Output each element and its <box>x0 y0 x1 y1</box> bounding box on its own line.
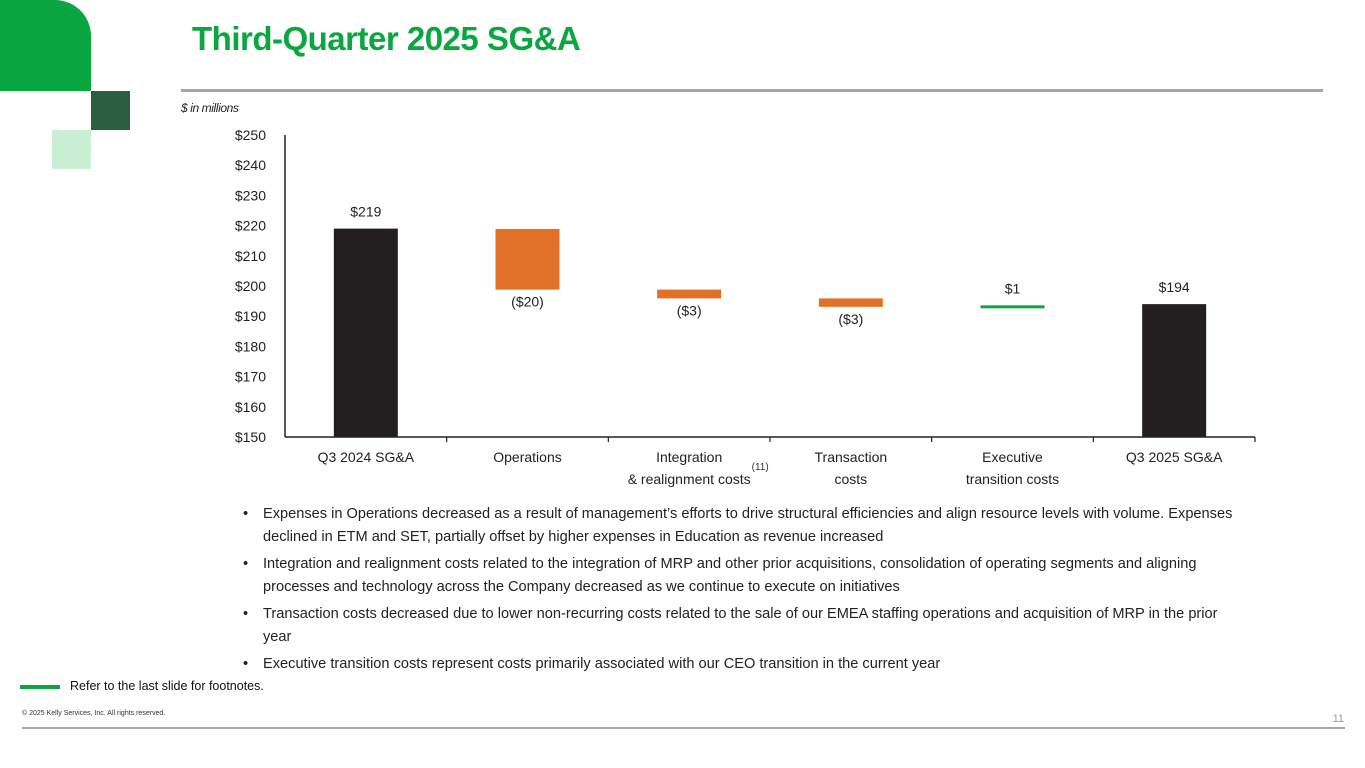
y-axis: $150 $160 $170 $180 $190 $200 $210 $220 $230 $240… <box>235 127 286 445</box>
category-label: transition costs <box>966 471 1059 487</box>
y-tick-label: $240 <box>235 157 266 173</box>
bar-value-label: ($20) <box>511 294 544 310</box>
bar-total <box>333 228 398 437</box>
bar-value-label: ($3) <box>677 302 702 318</box>
footnote-marker <box>20 685 60 689</box>
y-tick-label: $150 <box>235 429 266 445</box>
bullet-integration: Integration and realignment costs relate… <box>243 553 1233 599</box>
y-tick-label: $160 <box>235 399 266 415</box>
sga-waterfall-chart: $150 $160 $170 $180 $190 $200 $210 $220 $230 $240… <box>235 127 1256 487</box>
page-number: 11 <box>1332 713 1344 725</box>
bar-decrease <box>495 228 560 290</box>
bullet-executive-transition: Executive transition costs represent cos… <box>243 653 1233 676</box>
brand-light-green-square <box>52 130 91 169</box>
y-tick-label: $180 <box>235 338 266 354</box>
units-note: $ in millions <box>181 101 239 115</box>
chart-bars <box>333 228 1207 437</box>
y-tick-label: $190 <box>235 308 266 324</box>
title-divider <box>181 89 1323 92</box>
category-label: Integration <box>656 449 722 465</box>
page-title: Third-Quarter 2025 SG&A <box>192 20 581 57</box>
category-label: Executive <box>982 449 1043 465</box>
y-tick-label: $230 <box>235 187 266 203</box>
category-label: & realignment costs <box>628 471 751 487</box>
category-label: costs <box>834 471 867 487</box>
bar-decrease <box>657 289 722 299</box>
bar-decrease <box>818 298 883 307</box>
chart-category-labels: Q3 2024 SG&A Operations Integration & reali… <box>318 449 1223 487</box>
y-tick-label: $210 <box>235 248 266 264</box>
x-axis <box>285 436 1256 442</box>
footnote-superscript: (11) <box>752 462 769 473</box>
bar-value-label: $1 <box>1005 280 1021 296</box>
bar-total <box>1142 304 1207 437</box>
bar-increase <box>980 305 1045 309</box>
category-label: Operations <box>493 449 561 465</box>
y-tick-label: $170 <box>235 369 266 385</box>
bar-value-label: $194 <box>1159 279 1190 295</box>
y-tick-label: $220 <box>235 218 266 234</box>
y-tick-label: $200 <box>235 278 266 294</box>
commentary-bullets: Expenses in Operations decreased as a re… <box>243 503 1233 680</box>
bullet-operations: Expenses in Operations decreased as a re… <box>243 503 1233 549</box>
copyright-notice: © 2025 Kelly Services, Inc. All rights r… <box>22 710 166 717</box>
chart-data-labels: $219 ($20) ($3) ($3) $1 $194 <box>350 204 1190 327</box>
category-label: Q3 2024 SG&A <box>318 449 415 465</box>
y-tick-label: $250 <box>235 127 266 143</box>
footer-divider <box>22 727 1345 729</box>
bar-value-label: ($3) <box>838 311 863 327</box>
brand-dark-green-square <box>91 91 130 130</box>
brand-corner-green-square <box>0 0 91 91</box>
category-label: Q3 2025 SG&A <box>1126 449 1223 465</box>
category-label: Transaction <box>815 449 888 465</box>
footnote-reference: Refer to the last slide for footnotes. <box>70 679 264 693</box>
bar-value-label: $219 <box>350 204 381 220</box>
bullet-transaction: Transaction costs decreased due to lower… <box>243 603 1233 649</box>
